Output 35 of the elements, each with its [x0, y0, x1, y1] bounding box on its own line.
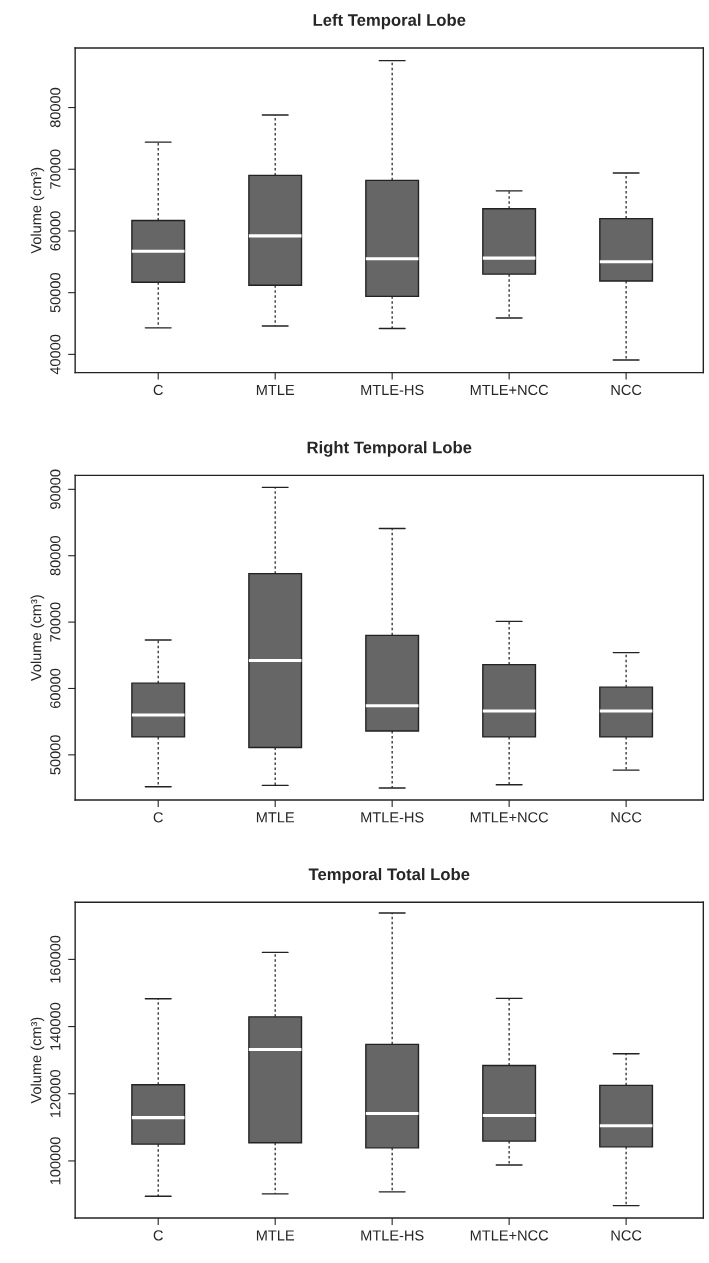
- y-tick-label: 80000: [50, 536, 61, 576]
- y-tick-label: 120000: [50, 1069, 61, 1117]
- y-tick-label: 40000: [50, 334, 61, 375]
- y-tick-label: 160000: [50, 935, 61, 983]
- y-tick-label: 70000: [50, 149, 61, 189]
- y-tick-label: 90000: [50, 469, 61, 509]
- y-tick-label: 80000: [50, 87, 61, 128]
- x-tick-label: MTLE-HS: [361, 384, 424, 396]
- x-tick-label: MTLE: [256, 384, 295, 395]
- x-tick-label: MTLE: [256, 812, 295, 823]
- x-tick-label: MTLE-HS: [361, 1230, 424, 1241]
- y-tick-label: 140000: [50, 1002, 61, 1050]
- y-tick-label: 70000: [50, 602, 61, 642]
- chart-title: Temporal Total Lobe: [308, 867, 470, 884]
- x-tick-label: MTLE+NCC: [470, 384, 549, 396]
- x-tick-label: NCC: [611, 1230, 642, 1241]
- x-tick-label: C: [153, 1230, 163, 1241]
- y-axis-title: Volume (cm³): [30, 1017, 45, 1104]
- y-axis-title: Volume (cm³): [30, 167, 45, 254]
- y-tick-label: 50000: [50, 272, 61, 313]
- x-tick-label: MTLE+NCC: [470, 812, 549, 823]
- y-tick-label: 100000: [50, 1137, 61, 1185]
- y-axis-title: Volume (cm³): [30, 595, 45, 681]
- x-tick-label: MTLE+NCC: [470, 1230, 549, 1241]
- y-tick-label: 50000: [50, 735, 61, 775]
- x-tick-label: NCC: [611, 384, 642, 396]
- x-tick-label: C: [153, 812, 163, 823]
- y-tick-label: 60000: [50, 211, 61, 251]
- x-tick-label: MTLE: [256, 1230, 295, 1241]
- x-tick-label: NCC: [611, 812, 642, 823]
- chart-title: Right Temporal Lobe: [307, 441, 472, 457]
- y-tick-label: 60000: [50, 668, 61, 708]
- x-tick-label: C: [153, 384, 163, 396]
- x-tick-label: MTLE-HS: [361, 812, 424, 823]
- chart-title: Left Temporal Lobe: [313, 13, 466, 30]
